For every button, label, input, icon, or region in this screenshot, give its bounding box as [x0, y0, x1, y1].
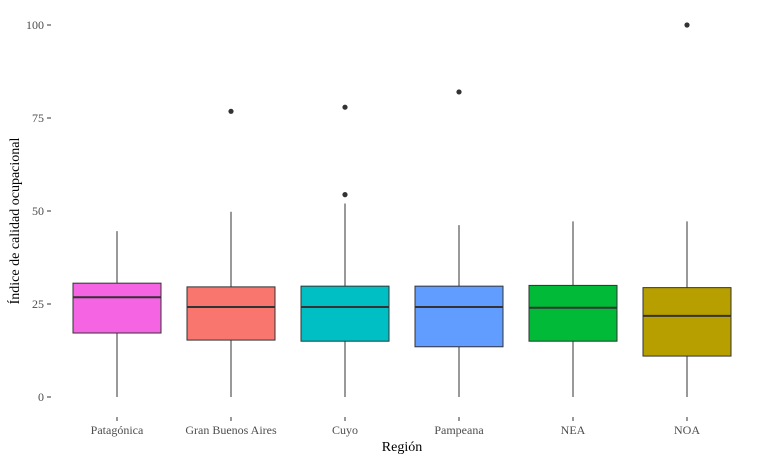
- y-axis-title: Índice de calidad ocupacional: [6, 138, 23, 305]
- box-group-1: [72, 231, 162, 397]
- y-tick-label: 25: [32, 297, 44, 311]
- x-tick-label: Cuyo: [332, 423, 358, 437]
- y-tick-label: 75: [32, 111, 44, 125]
- x-tick-label: Gran Buenos Aires: [185, 423, 277, 437]
- y-tick-label: 100: [26, 18, 44, 32]
- x-axis-title: Región: [382, 440, 422, 455]
- box: [528, 284, 618, 342]
- box-group-3: [300, 104, 390, 397]
- box-group-5: [528, 221, 618, 397]
- box-group-6: [642, 22, 732, 397]
- outlier-point: [456, 89, 462, 95]
- x-tick-label: NEA: [561, 423, 586, 437]
- box: [72, 282, 162, 334]
- y-axis: 0 25 50 75 100: [26, 18, 51, 404]
- y-tick-label: 50: [32, 204, 44, 218]
- box: [642, 287, 732, 357]
- box: [300, 285, 390, 342]
- box: [414, 285, 504, 348]
- x-axis: Patagónica Gran Buenos Aires Cuyo Pampeana N…: [91, 417, 700, 437]
- box: [186, 286, 276, 341]
- outlier-point: [228, 108, 234, 114]
- x-tick-label: NOA: [674, 423, 700, 437]
- outlier-point: [684, 22, 690, 28]
- boxes: [72, 22, 732, 397]
- outlier-point: [342, 192, 348, 198]
- outlier-point: [342, 104, 348, 110]
- y-tick-label: 0: [38, 390, 44, 404]
- box-group-4: [414, 89, 504, 397]
- x-tick-label: Patagónica: [91, 423, 144, 437]
- x-tick-label: Pampeana: [434, 423, 484, 437]
- box-group-2: [186, 108, 276, 397]
